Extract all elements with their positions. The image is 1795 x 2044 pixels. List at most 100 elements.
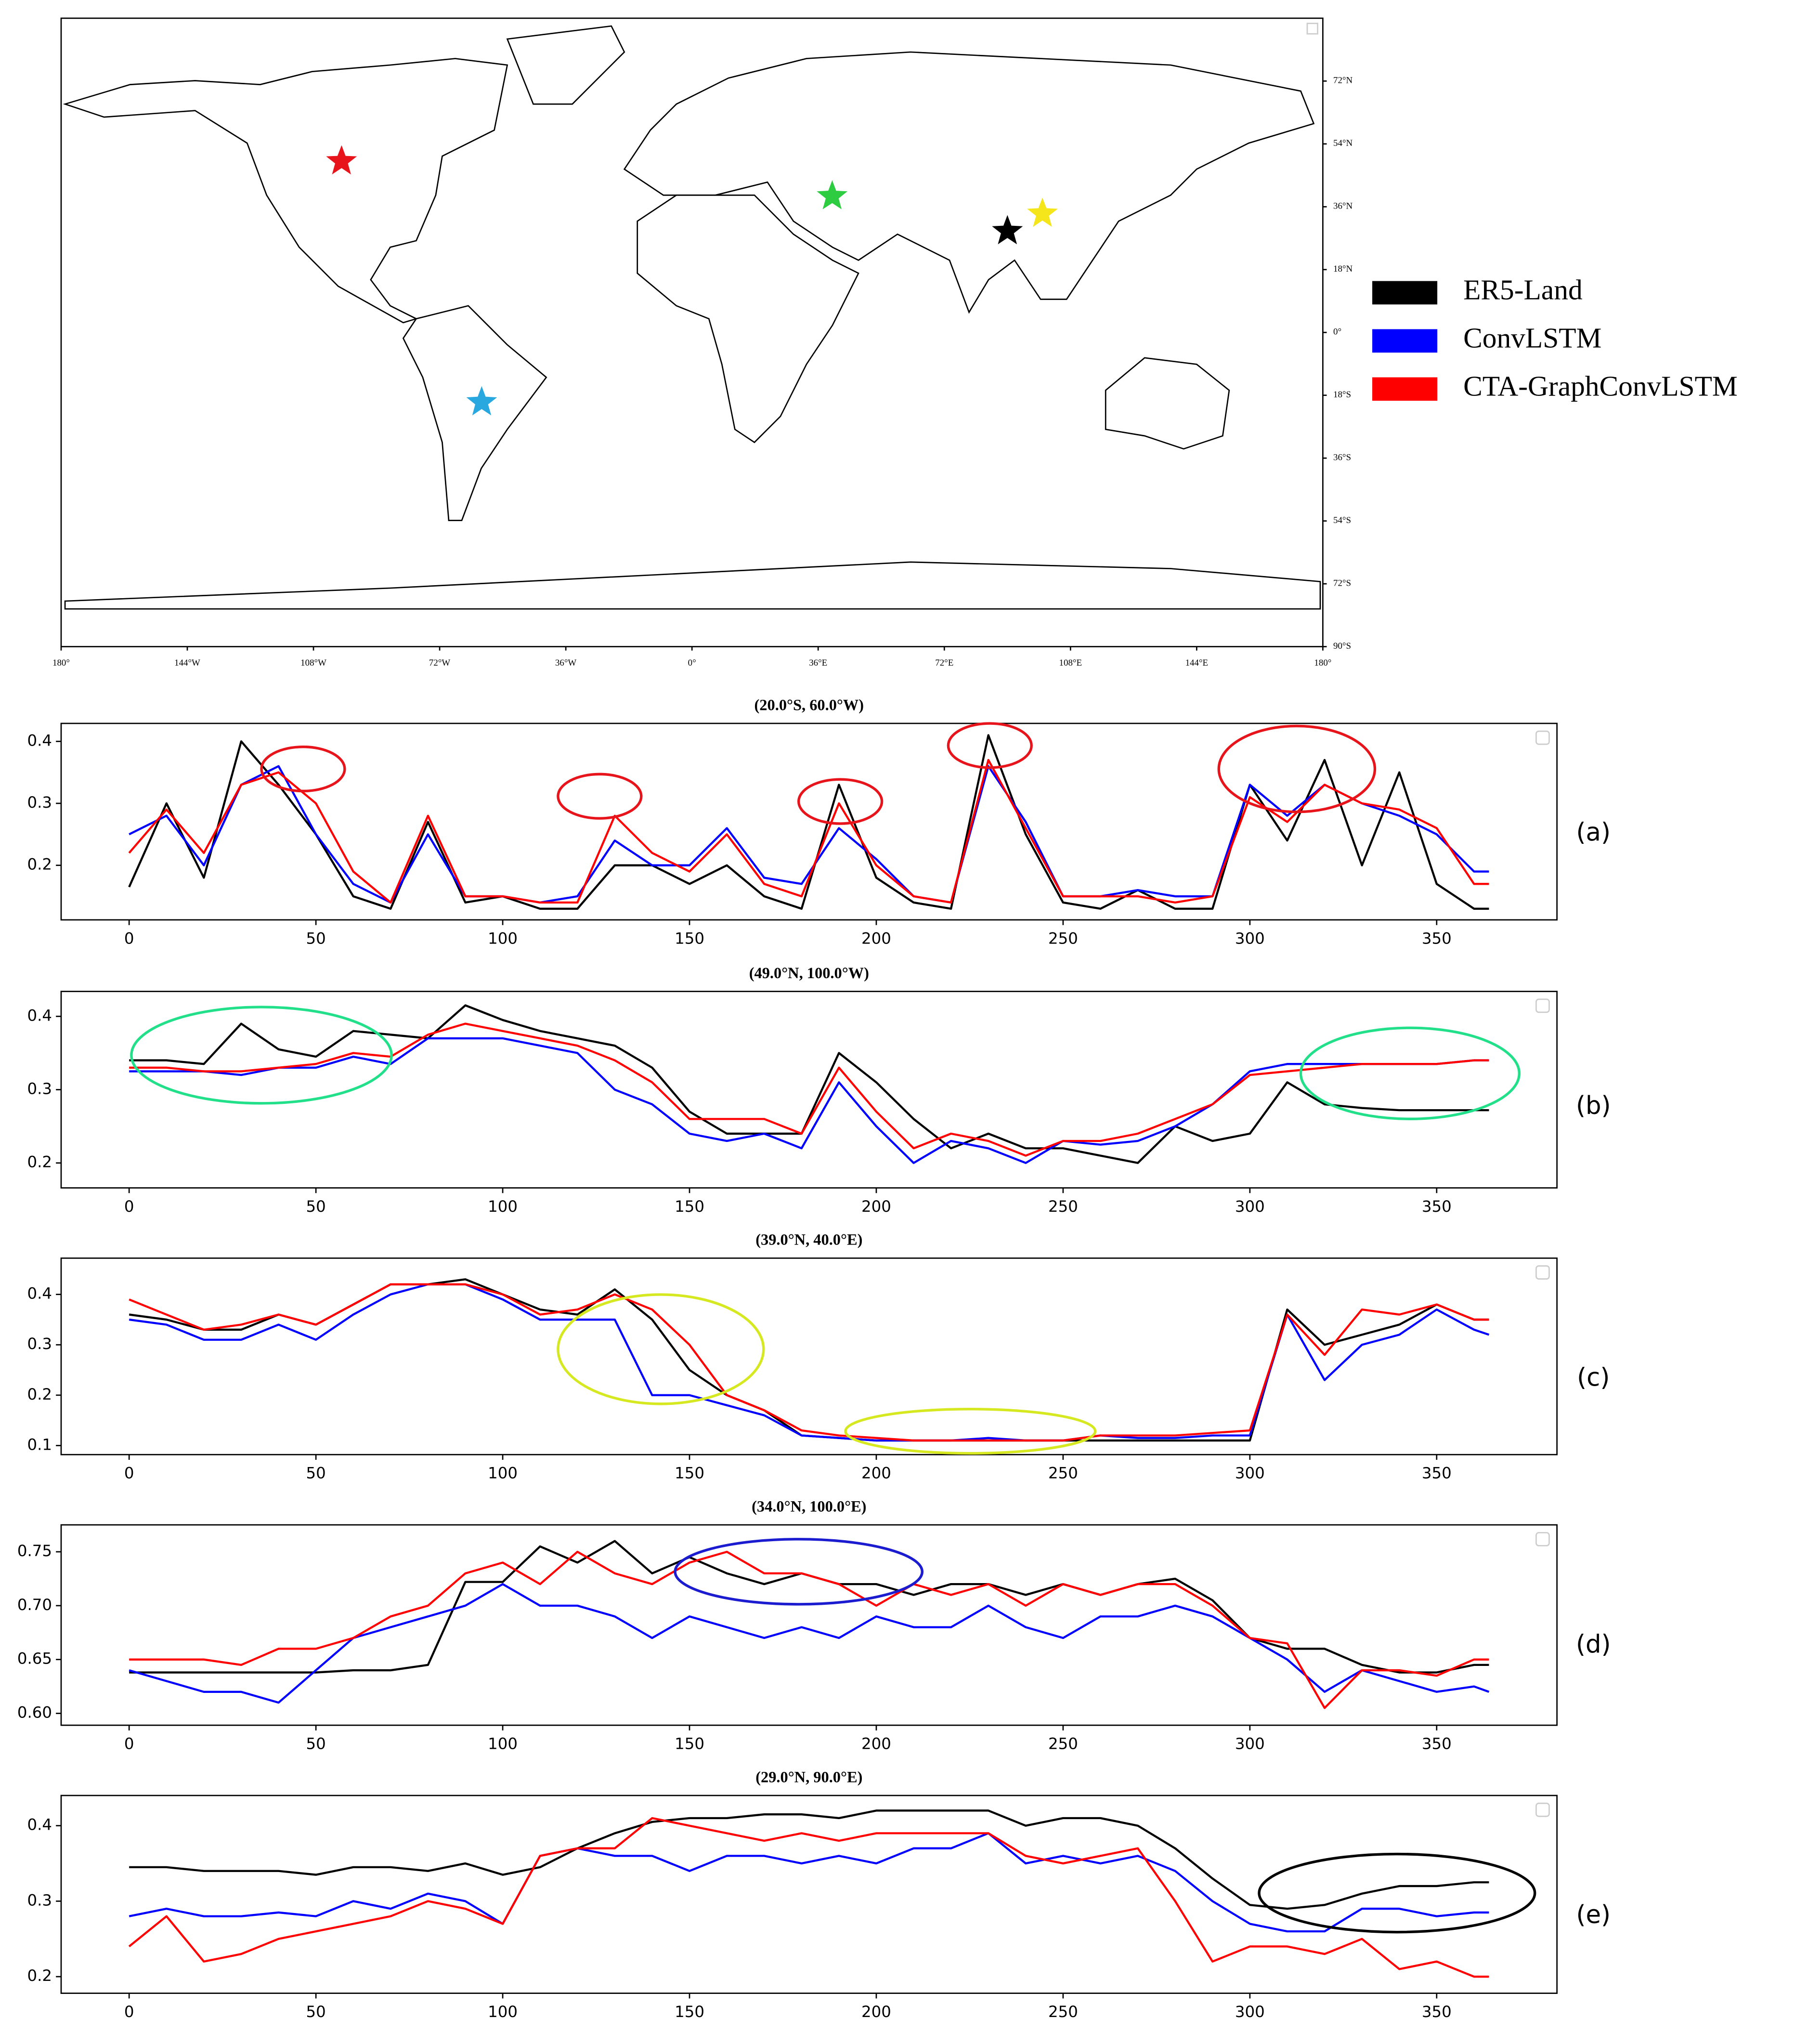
map-land <box>63 25 1321 610</box>
x-tick-label: 108°W <box>300 658 326 668</box>
panel-label: (d) <box>1576 1630 1611 1659</box>
location-star <box>466 386 497 416</box>
series-line <box>128 1817 1489 1978</box>
highlight-ellipse <box>1299 1026 1521 1120</box>
highlight-ellipse <box>947 722 1033 769</box>
plot-frame <box>60 991 1558 1189</box>
x-tick-label: 50 <box>306 1197 326 1216</box>
series-line <box>128 734 1489 910</box>
x-tick-label: 200 <box>861 2003 891 2021</box>
x-tick-label: 50 <box>306 1464 326 1482</box>
y-tick-label: 0.65 <box>17 1650 52 1668</box>
x-tick-label: 100 <box>488 1197 518 1216</box>
highlight-ellipse <box>557 773 643 820</box>
x-tick-label: 50 <box>306 2003 326 2021</box>
y-tick-label: 0° <box>1333 327 1341 337</box>
x-tick-label: 100 <box>488 1735 518 1753</box>
y-tick-label: 0.75 <box>17 1542 52 1560</box>
y-tick-label: 72°N <box>1333 76 1353 86</box>
x-tick-label: 200 <box>861 1735 891 1753</box>
legend-swatch <box>1372 281 1438 305</box>
series-line <box>129 1022 1489 1157</box>
plot-frame <box>60 722 1558 921</box>
x-tick-label: 180° <box>52 658 70 668</box>
y-tick-label: 90°S <box>1333 641 1351 651</box>
x-tick-label: 150 <box>675 929 704 947</box>
y-tick-label: 0.4 <box>27 1006 52 1024</box>
legend-swatch <box>1372 377 1438 401</box>
x-tick-label: 300 <box>1235 929 1265 947</box>
x-tick-label: 350 <box>1422 1197 1452 1216</box>
x-tick-label: 300 <box>1235 2003 1265 2021</box>
legend-box <box>1306 23 1318 35</box>
location-star <box>326 145 357 175</box>
chart-title: (20.0°S, 60.0°W) <box>754 696 864 714</box>
panel-label: (c) <box>1577 1363 1610 1392</box>
x-tick-label: 0 <box>124 1197 134 1216</box>
x-tick-label: 150 <box>675 2003 704 2021</box>
highlight-ellipse <box>130 1006 393 1105</box>
y-tick-label: 0.1 <box>27 1435 52 1454</box>
y-tick-label: 0.4 <box>27 1816 52 1834</box>
location-star <box>992 215 1023 245</box>
x-tick-label: 300 <box>1235 1197 1265 1216</box>
highlight-ellipse <box>557 1293 765 1405</box>
legend-label: CTA-GraphConvLSTM <box>1463 370 1738 402</box>
x-tick-label: 36°W <box>555 658 576 668</box>
plot-frame <box>60 1524 1558 1726</box>
x-tick-label: 0 <box>124 1464 134 1482</box>
y-tick-label: 0.60 <box>17 1703 52 1722</box>
x-tick-label: 200 <box>861 929 891 947</box>
annotations <box>130 722 1536 1934</box>
series-line <box>128 759 1489 904</box>
y-tick-label: 54°S <box>1333 515 1351 525</box>
legend-box <box>1535 730 1550 745</box>
x-tick-label: 250 <box>1048 1464 1078 1482</box>
y-tick-label: 18°N <box>1333 264 1353 274</box>
x-tick-label: 108°E <box>1059 658 1082 668</box>
x-tick-label: 350 <box>1422 1735 1452 1753</box>
series-line <box>129 1550 1489 1709</box>
chart-title: (29.0°N, 90.0°E) <box>755 1769 862 1786</box>
series-line <box>129 1004 1489 1164</box>
x-tick-label: 0 <box>124 1735 134 1753</box>
x-tick-label: 300 <box>1235 1464 1265 1482</box>
x-tick-label: 250 <box>1048 2003 1078 2021</box>
chart-title: (49.0°N, 100.0°W) <box>749 965 869 982</box>
x-tick-label: 150 <box>675 1197 704 1216</box>
legend-label: ConvLSTM <box>1463 322 1601 354</box>
y-tick-label: 54°N <box>1333 138 1353 148</box>
x-tick-label: 200 <box>861 1197 891 1216</box>
legend-box <box>1535 998 1550 1013</box>
x-tick-label: 0 <box>124 2003 134 2021</box>
x-tick-label: 0° <box>688 658 696 668</box>
x-tick-label: 100 <box>488 1464 518 1482</box>
y-tick-label: 36°N <box>1333 201 1353 211</box>
y-tick-label: 0.70 <box>17 1596 52 1614</box>
x-tick-label: 144°W <box>174 658 200 668</box>
series-line <box>129 1283 1489 1442</box>
y-tick-label: 0.2 <box>27 1153 52 1171</box>
x-tick-label: 180° <box>1314 658 1331 668</box>
y-tick-label: 0.2 <box>27 855 52 874</box>
y-tick-label: 36°S <box>1333 453 1351 463</box>
location-star <box>817 180 848 210</box>
x-tick-label: 100 <box>488 2003 518 2021</box>
y-tick-label: 18°S <box>1333 390 1351 400</box>
highlight-ellipse <box>1217 724 1377 813</box>
location-star <box>1027 197 1058 227</box>
series-line <box>129 1809 1489 1910</box>
highlight-ellipse <box>1258 1852 1536 1934</box>
x-tick-label: 100 <box>488 929 518 947</box>
highlight-ellipse <box>674 1538 924 1606</box>
y-tick-label: 0.2 <box>27 1966 52 1985</box>
x-tick-label: 350 <box>1422 929 1452 947</box>
y-tick-label: 0.2 <box>27 1385 52 1403</box>
x-tick-label: 250 <box>1048 929 1078 947</box>
legend-box <box>1535 1802 1550 1817</box>
legend-label: ER5-Land <box>1463 274 1583 305</box>
x-tick-label: 150 <box>675 1735 704 1753</box>
